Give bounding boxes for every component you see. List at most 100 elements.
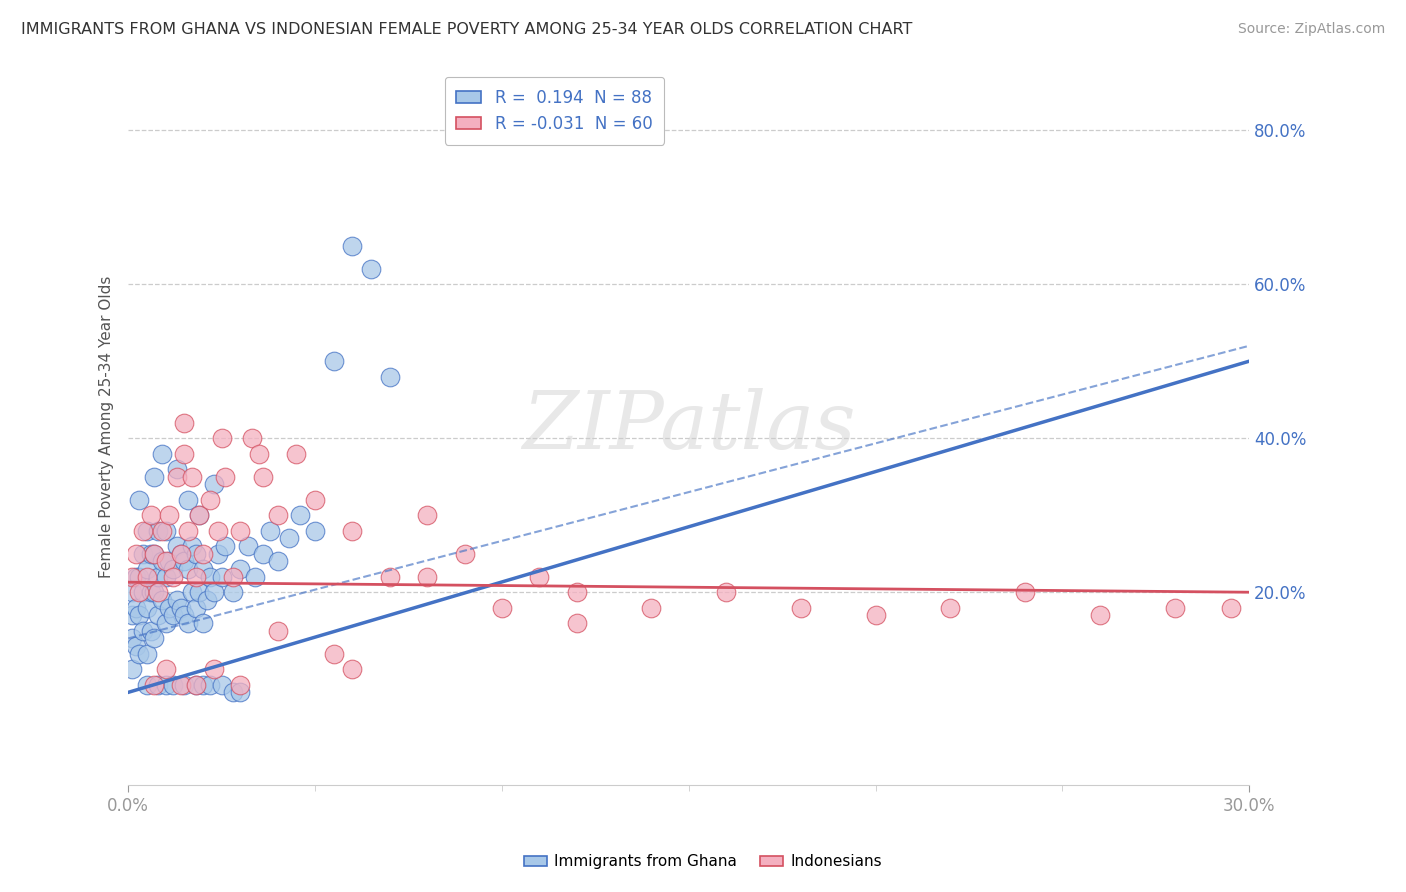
Point (136, 524, 159, 538)
Point (188, 585, 211, 599)
Point (136, 570, 159, 584)
Point (565, 585, 588, 599)
Point (322, 647, 344, 661)
Text: Source: ZipAtlas.com: Source: ZipAtlas.com (1237, 22, 1385, 37)
Point (202, 477, 225, 491)
Point (157, 600, 180, 615)
Point (211, 570, 233, 584)
Point (267, 508, 290, 523)
Point (252, 469, 274, 483)
Point (453, 547, 475, 561)
Point (150, 593, 173, 607)
Point (169, 547, 191, 561)
Point (155, 554, 177, 568)
Point (162, 562, 184, 576)
Point (143, 678, 166, 692)
Point (184, 600, 207, 615)
Point (939, 600, 962, 615)
Point (125, 570, 148, 584)
Y-axis label: Female Poverty Among 25-34 Year Olds: Female Poverty Among 25-34 Year Olds (100, 276, 114, 578)
Point (162, 570, 184, 584)
Point (342, 238, 364, 252)
Point (200, 570, 222, 584)
Point (177, 615, 200, 630)
Point (207, 524, 229, 538)
Point (191, 562, 214, 576)
Point (304, 524, 326, 538)
Point (188, 508, 211, 523)
Point (267, 554, 290, 568)
Point (139, 547, 162, 561)
Point (177, 492, 200, 507)
Point (173, 416, 195, 430)
Point (184, 570, 207, 584)
Point (157, 554, 180, 568)
Point (146, 678, 169, 692)
Point (139, 585, 162, 599)
Point (128, 570, 150, 584)
Point (247, 447, 270, 461)
Point (360, 261, 382, 276)
Point (322, 354, 344, 368)
Point (155, 615, 177, 630)
Legend: R =  0.194  N = 88, R = -0.031  N = 60: R = 0.194 N = 88, R = -0.031 N = 60 (444, 77, 664, 145)
Point (416, 570, 439, 584)
Point (128, 647, 150, 661)
Point (214, 469, 236, 483)
Point (229, 685, 252, 699)
Point (173, 554, 195, 568)
Point (136, 600, 159, 615)
Point (1163, 600, 1185, 615)
Point (288, 508, 311, 523)
Point (865, 608, 887, 623)
Point (491, 600, 513, 615)
Point (136, 678, 159, 692)
Point (155, 524, 177, 538)
Point (125, 639, 148, 653)
Point (285, 447, 308, 461)
Point (1088, 608, 1111, 623)
Legend: Immigrants from Ghana, Indonesians: Immigrants from Ghana, Indonesians (517, 848, 889, 875)
Point (128, 608, 150, 623)
Point (143, 469, 166, 483)
Point (245, 570, 267, 584)
Point (143, 547, 166, 561)
Point (180, 585, 202, 599)
Point (714, 585, 737, 599)
Point (143, 632, 166, 646)
Point (304, 492, 326, 507)
Point (121, 632, 143, 646)
Point (166, 593, 188, 607)
Point (229, 562, 252, 576)
Point (184, 547, 207, 561)
Point (180, 469, 202, 483)
Point (229, 524, 252, 538)
Point (378, 570, 401, 584)
Point (128, 492, 150, 507)
Point (229, 678, 252, 692)
Point (207, 547, 229, 561)
Point (240, 431, 263, 445)
Point (173, 608, 195, 623)
Point (222, 685, 245, 699)
Point (790, 600, 813, 615)
Point (173, 447, 195, 461)
Point (166, 539, 188, 553)
Point (222, 585, 245, 599)
Point (200, 678, 222, 692)
Point (177, 562, 200, 576)
Point (125, 547, 148, 561)
Point (162, 608, 184, 623)
Point (150, 524, 173, 538)
Point (202, 585, 225, 599)
Point (188, 508, 211, 523)
Point (200, 492, 222, 507)
Point (211, 431, 233, 445)
Point (166, 462, 188, 476)
Point (121, 585, 143, 599)
Point (150, 447, 173, 461)
Point (277, 531, 299, 545)
Point (259, 524, 281, 538)
Point (169, 678, 191, 692)
Point (180, 539, 202, 553)
